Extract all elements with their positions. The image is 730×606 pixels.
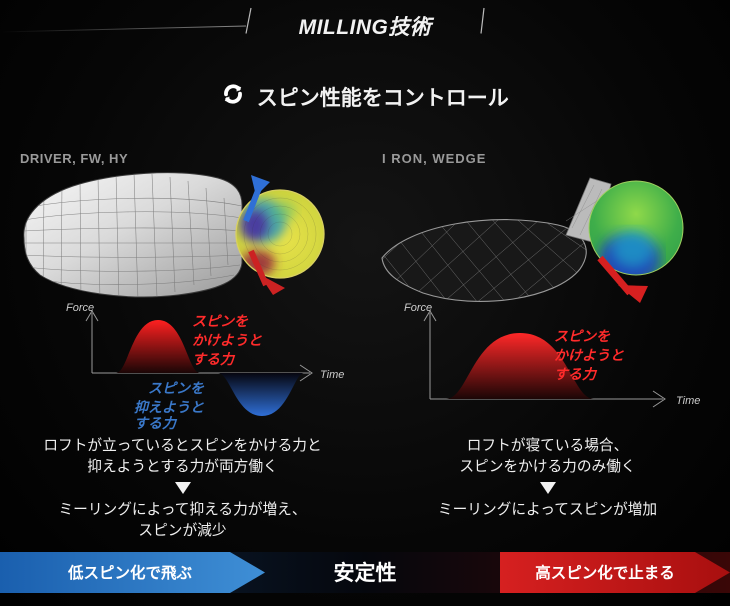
svg-text:低スピン化で飛ぶ: 低スピン化で飛ぶ	[67, 563, 193, 582]
svg-text:かけようと: かけようと	[554, 347, 624, 363]
svg-text:高スピン化で止まる: 高スピン化で止まる	[535, 563, 675, 582]
svg-text:Time: Time	[320, 369, 344, 381]
svg-text:する力: する力	[554, 366, 598, 382]
svg-text:安定性: 安定性	[334, 561, 397, 585]
svg-text:スピンを: スピンを	[192, 313, 249, 329]
svg-text:スピンを: スピンを	[554, 328, 611, 344]
svg-text:スピンを: スピンを	[148, 380, 205, 396]
svg-text:抑えようと: 抑えようと	[134, 399, 204, 415]
svg-text:Force: Force	[404, 303, 432, 314]
svg-text:する力: する力	[134, 415, 178, 431]
svg-text:かけようと: かけようと	[192, 332, 262, 348]
svg-text:Force: Force	[66, 303, 94, 314]
svg-text:Time: Time	[676, 395, 700, 407]
svg-text:する力: する力	[192, 351, 236, 367]
